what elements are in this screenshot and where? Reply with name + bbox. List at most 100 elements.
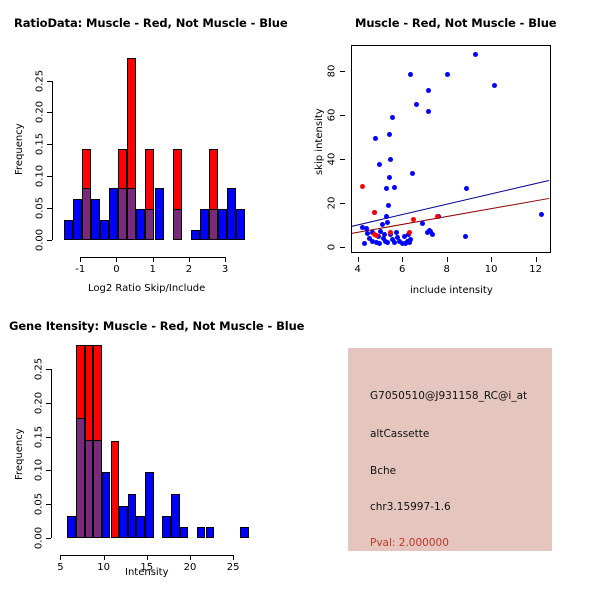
histogram-bar-not-muscle	[100, 219, 110, 240]
y-axis-tick-label: 80	[326, 64, 338, 78]
scatter-point-not-muscle	[389, 114, 395, 120]
histogram-bar-not-muscle	[199, 209, 209, 240]
y-axis-tick	[47, 208, 52, 210]
y-axis-tick-label: 0.05	[34, 196, 46, 220]
scatter-point-not-muscle	[372, 135, 378, 141]
y-axis-tick	[46, 504, 51, 506]
x-axis-tick	[60, 555, 62, 560]
scatter-point-not-muscle	[472, 52, 478, 58]
x-axis-tick-label: -1	[75, 264, 86, 275]
histogram-bar-overlap	[93, 440, 102, 538]
y-axis-tick-label: 0.20	[34, 101, 46, 124]
x-axis-tick	[491, 257, 493, 262]
histogram-bar-not-muscle	[127, 494, 137, 538]
y-axis-tick	[340, 202, 345, 204]
scatter-point-not-muscle	[377, 240, 383, 246]
info-event-type: altCassette	[370, 428, 430, 440]
x-axis-tick	[225, 257, 227, 262]
scatter-point-not-muscle	[402, 240, 408, 246]
scatter-point-muscle	[410, 216, 416, 222]
scatter-plot-panel: Muscle - Red, Not Muscle - Blue skip int…	[300, 0, 600, 300]
scatter-plot-axes: 4 6 8 10 12 0 20 40 60 80	[300, 0, 600, 300]
info-probe-id: G7050510@J931158_RC@i_at	[370, 390, 528, 402]
histogram-bar-not-muscle	[162, 516, 171, 538]
ratio-histogram-panel: RatioData: Muscle - Red, Not Muscle - Bl…	[0, 0, 300, 300]
x-axis-tick	[233, 555, 235, 560]
scatter-point-not-muscle	[365, 230, 371, 236]
histogram-bar-not-muscle	[101, 472, 111, 538]
ratio-histogram-plot-area: -1 0 1 2 3 0.00 0.05 0.10 0.15 0.20 0.25	[0, 0, 300, 300]
histogram-bar-not-muscle	[154, 188, 164, 240]
x-axis-tick-label: 6	[398, 264, 406, 275]
x-axis-tick-label: 0	[113, 264, 120, 275]
scatter-point-not-muscle	[464, 185, 470, 191]
scatter-point-not-muscle	[419, 221, 425, 226]
histogram-bar-not-muscle	[190, 229, 200, 240]
y-axis-tick	[46, 402, 51, 404]
histogram-bar-not-muscle	[235, 209, 245, 240]
histogram-bar-not-muscle	[136, 516, 146, 538]
scatter-point-not-muscle	[363, 226, 369, 232]
info-locus: chr3.15997-1.6	[370, 501, 451, 513]
histogram-bar-not-muscle	[64, 219, 74, 240]
x-axis-tick	[103, 555, 105, 560]
x-axis-tick-label: 2	[185, 264, 193, 275]
scatter-plot-xlabel: include intensity	[410, 285, 493, 296]
histogram-bar-overlap	[118, 188, 128, 240]
histogram-bar-not-muscle	[109, 188, 119, 240]
x-axis-tick-label: 5	[57, 562, 64, 573]
histogram-bar-overlap	[172, 209, 182, 240]
scatter-point-not-muscle	[426, 88, 432, 94]
scatter-point-not-muscle	[395, 235, 401, 241]
gene-histogram-title: Gene Itensity: Muscle - Red, Not Muscle …	[9, 319, 305, 333]
scatter-point-not-muscle	[391, 184, 397, 190]
scatter-point-not-muscle	[391, 239, 397, 245]
y-axis-tick	[340, 246, 345, 248]
scatter-point-not-muscle	[379, 222, 385, 228]
y-axis-tick-label: 0	[326, 243, 338, 250]
histogram-bar-not-muscle	[226, 188, 236, 240]
x-axis-tick	[80, 257, 82, 262]
x-axis-line	[80, 257, 226, 258]
info-gene-symbol: Bche	[370, 465, 397, 477]
y-axis-line	[52, 80, 53, 240]
scatter-point-muscle	[388, 229, 394, 235]
y-axis-tick-label: 0.05	[33, 493, 45, 516]
x-axis-tick-label: 12	[529, 264, 542, 275]
scatter-point-not-muscle	[407, 239, 413, 245]
scatter-point-muscle	[407, 229, 413, 235]
scatter-point-not-muscle	[361, 240, 367, 246]
scatter-point-not-muscle	[491, 82, 497, 88]
scatter-point-not-muscle	[369, 238, 375, 244]
y-axis-tick-label: 40	[326, 152, 338, 166]
scatter-point-not-muscle	[377, 161, 383, 167]
y-axis-tick	[47, 240, 52, 241]
y-axis-tick-label: 20	[326, 196, 338, 210]
scatter-point-not-muscle	[429, 231, 435, 237]
y-axis-tick	[46, 369, 51, 371]
x-axis-tick-label: 8	[443, 264, 450, 275]
histogram-bar-not-muscle	[205, 527, 215, 538]
y-axis-tick-label: 0.20	[33, 391, 45, 414]
scatter-point-not-muscle	[538, 212, 544, 218]
y-axis-tick	[340, 71, 345, 73]
scatter-point-muscle	[359, 183, 365, 189]
x-axis-tick	[188, 257, 190, 262]
x-axis-tick	[402, 257, 404, 262]
x-axis-tick-label: 4	[354, 264, 361, 275]
histogram-bar-not-muscle	[145, 472, 154, 538]
y-axis-tick	[47, 176, 52, 178]
histogram-bar-not-muscle	[240, 527, 249, 538]
y-axis-tick-label: 0.15	[34, 133, 46, 156]
y-axis-tick-label: 0.15	[33, 425, 45, 448]
scatter-point-not-muscle	[408, 71, 414, 77]
x-axis-tick	[357, 257, 359, 262]
x-axis-tick	[446, 257, 448, 262]
scatter-point-not-muscle	[381, 231, 387, 237]
scatter-point-not-muscle	[445, 71, 451, 77]
y-axis-tick	[46, 538, 51, 539]
histogram-bar-not-muscle	[119, 505, 128, 538]
x-axis-tick	[146, 555, 148, 560]
scatter-point-not-muscle	[426, 109, 432, 115]
histogram-bar-not-muscle	[136, 209, 146, 240]
